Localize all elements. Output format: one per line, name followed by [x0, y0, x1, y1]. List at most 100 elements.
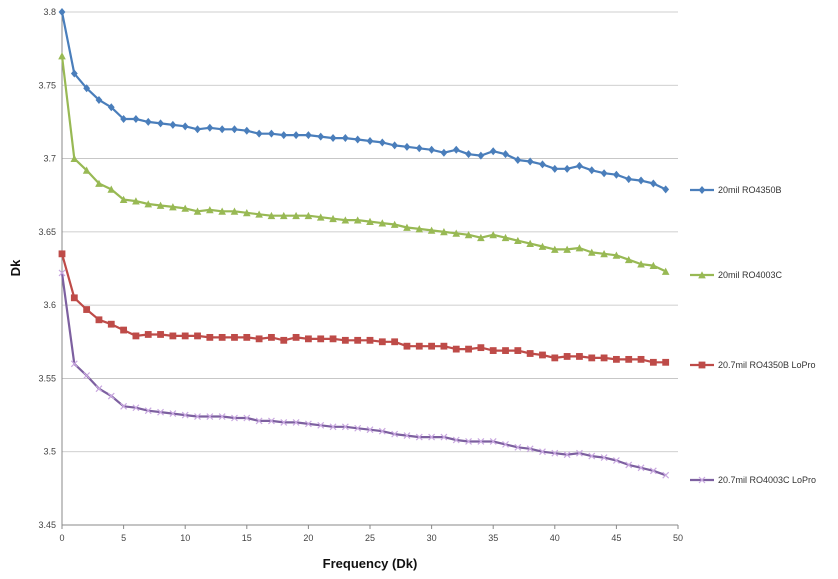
data-point — [157, 408, 164, 416]
x-tick-label: 40 — [550, 533, 560, 543]
data-point — [539, 160, 546, 169]
data-point — [465, 150, 472, 159]
legend-item: 20.7mil RO4350B LoPro — [690, 360, 816, 370]
axes — [61, 12, 679, 529]
data-point — [391, 430, 399, 438]
data-point — [464, 230, 473, 239]
data-point — [206, 333, 214, 341]
data-point — [341, 134, 349, 143]
data-point — [279, 211, 288, 220]
legend: 20mil RO4350B 20mil RO4003C 20.7mil RO4350… — [690, 185, 816, 485]
series-line — [60, 272, 667, 477]
data-point — [625, 175, 633, 184]
data-point — [120, 326, 127, 334]
data-point — [132, 332, 140, 340]
data-point — [551, 449, 559, 457]
data-point — [452, 345, 460, 353]
data-point — [144, 331, 152, 338]
data-point — [132, 404, 140, 412]
x-tick-label: 10 — [180, 533, 190, 543]
data-point — [354, 336, 362, 344]
x-tick-label: 30 — [427, 533, 437, 543]
data-point — [292, 131, 300, 140]
data-point — [662, 471, 670, 479]
data-point — [551, 354, 559, 362]
data-point — [662, 185, 670, 194]
data-point — [588, 452, 596, 460]
x-tick-label: 50 — [673, 533, 683, 543]
data-point — [292, 333, 300, 341]
series-4 — [58, 269, 670, 479]
data-point — [317, 421, 325, 429]
x-tick-label: 15 — [242, 533, 252, 543]
data-point — [366, 136, 374, 145]
data-point — [415, 342, 423, 350]
data-point — [268, 333, 275, 341]
series-2 — [58, 52, 670, 275]
data-point — [662, 358, 670, 366]
data-point — [82, 166, 91, 174]
data-point — [156, 201, 165, 209]
data-point — [230, 207, 239, 215]
data-point — [194, 125, 201, 134]
data-point — [452, 229, 461, 237]
legend-marker — [698, 476, 706, 484]
data-point — [194, 413, 201, 420]
data-point — [107, 103, 115, 112]
legend-marker — [698, 271, 706, 279]
data-point — [576, 161, 583, 170]
data-point — [243, 333, 251, 341]
data-point — [526, 157, 534, 166]
data-point — [428, 342, 435, 350]
data-point — [144, 200, 153, 208]
data-point — [514, 236, 522, 245]
data-point — [304, 420, 312, 428]
data-point — [107, 392, 115, 400]
data-point — [465, 438, 472, 445]
data-point — [83, 372, 91, 379]
data-point — [502, 347, 509, 354]
legend-item: 20mil RO4350B — [690, 185, 782, 195]
data-point — [391, 141, 399, 150]
data-point — [514, 347, 522, 354]
data-point — [95, 95, 103, 104]
gridlines — [62, 11, 678, 526]
data-point — [539, 351, 546, 359]
data-point — [231, 414, 238, 422]
data-point — [576, 353, 583, 360]
data-point — [489, 147, 497, 156]
data-point — [218, 333, 226, 341]
data-point — [95, 179, 103, 187]
data-point — [317, 335, 325, 343]
data-point — [218, 413, 226, 420]
data-point — [600, 250, 608, 258]
series-3 — [58, 250, 670, 366]
data-point — [575, 244, 584, 252]
y-tick-label: 3.65 — [38, 227, 56, 237]
data-point — [613, 355, 620, 363]
data-point — [267, 211, 276, 220]
y-tick-label: 3.6 — [43, 300, 56, 310]
y-tick-label: 3.7 — [43, 154, 56, 164]
data-point — [169, 332, 177, 340]
data-point — [243, 126, 251, 135]
data-point — [366, 217, 374, 225]
series-line — [60, 253, 666, 364]
data-point — [157, 331, 164, 338]
data-point — [452, 145, 460, 154]
data-point — [477, 151, 485, 160]
x-tick-label: 25 — [365, 533, 375, 543]
y-axis-label: Dk — [8, 259, 23, 276]
data-point — [317, 132, 325, 141]
y-tick-label: 3.45 — [38, 520, 56, 530]
legend-label: 20mil RO4350B — [718, 185, 782, 195]
data-point — [551, 245, 559, 253]
data-point — [255, 210, 263, 218]
data-point — [132, 114, 140, 123]
data-point — [292, 211, 300, 220]
data-point — [255, 335, 263, 343]
x-tick-label: 45 — [611, 533, 621, 543]
data-point — [58, 8, 66, 16]
data-point — [354, 135, 362, 144]
